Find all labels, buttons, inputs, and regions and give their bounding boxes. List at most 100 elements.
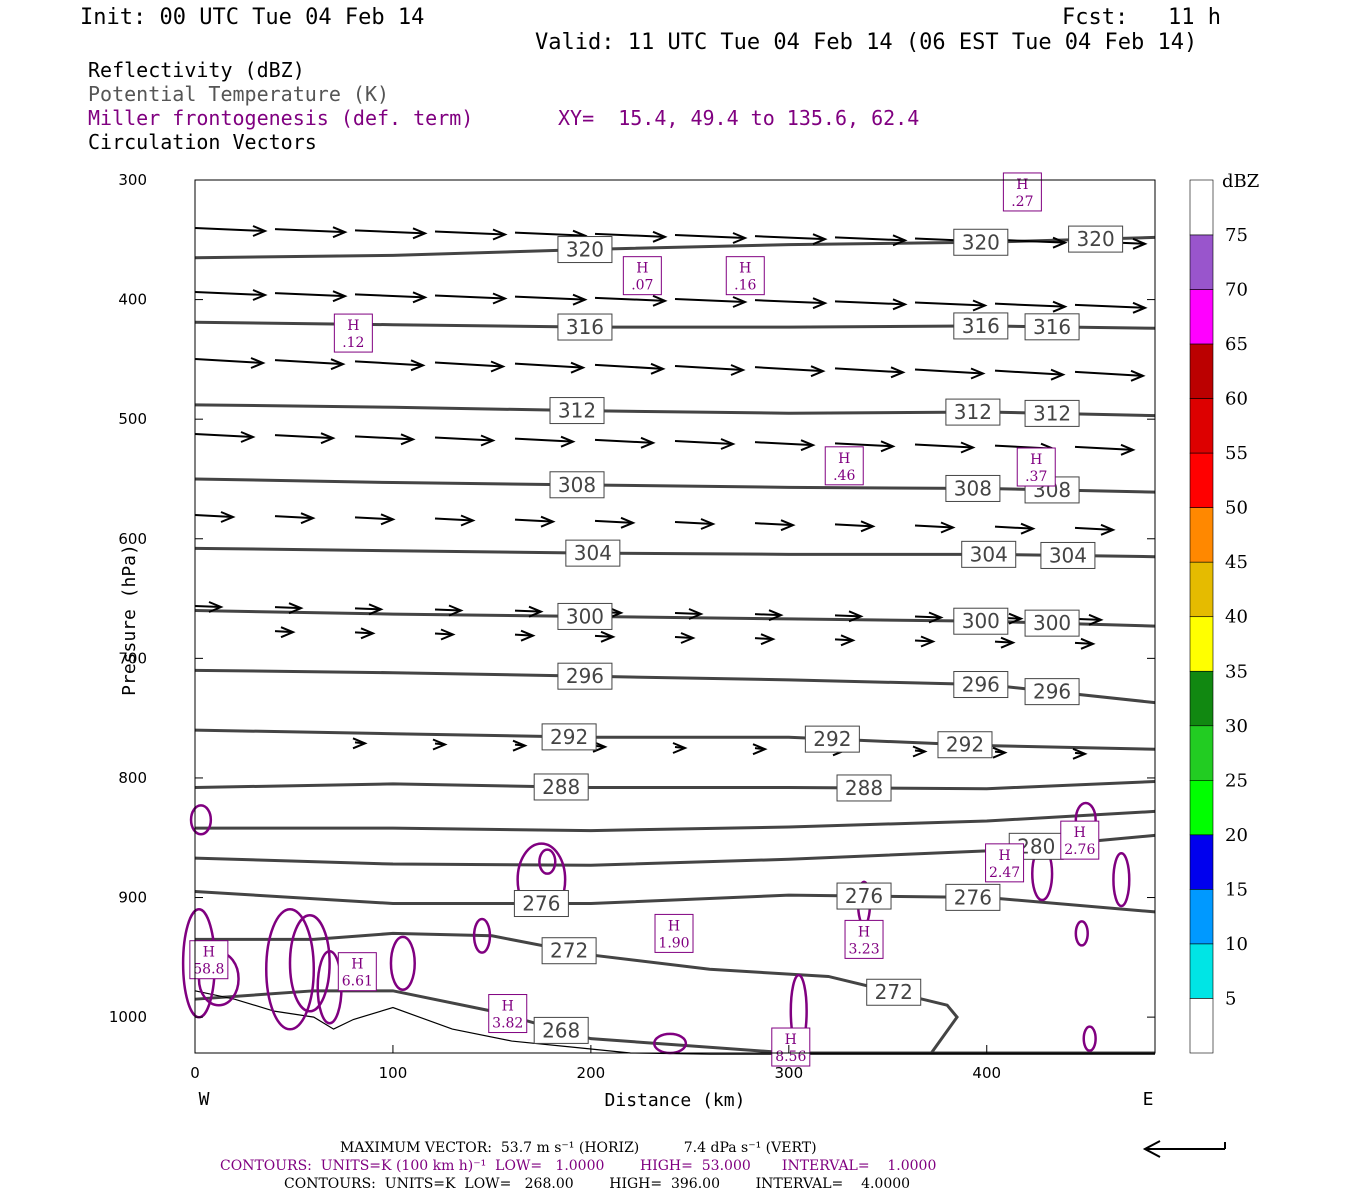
circulation-vector-42: [674, 440, 734, 445]
isentrope-272: [195, 931, 959, 1054]
valid-time: Valid: 11 UTC Tue 04 Feb 14 (06 EST Tue …: [535, 30, 1198, 55]
isentrope-label-box: [945, 398, 1001, 426]
isentrope-268: [194, 989, 1155, 1055]
circulation-vector-head-60: [208, 601, 224, 613]
circulation-vector-head-61: [288, 602, 304, 615]
isentrope-label-box: [557, 236, 613, 264]
circulation-vector-head-73: [360, 627, 376, 640]
circulation-vector-59: [1074, 526, 1114, 531]
circulation-vector-58: [994, 525, 1034, 530]
isentrope-label-text: 300: [962, 609, 1000, 633]
circulation-vector-head-0: [252, 225, 268, 237]
frontogenesis-contour-8: [538, 848, 557, 875]
circulation-vector-38: [354, 435, 414, 441]
frontogenesis-contour-16: [1074, 920, 1089, 947]
frontogenesis-max-box: [333, 313, 373, 353]
circulation-vector-61: [274, 606, 302, 610]
x-tick-label-200: 200: [577, 1064, 606, 1082]
circulation-vector-51: [434, 517, 474, 522]
circulation-vector-head-71: [1088, 613, 1104, 626]
isentrope-label-300-0: 300: [557, 602, 613, 630]
isentrope-label-text: 320: [962, 230, 1000, 254]
isentrope-label-292-1: 292: [804, 725, 860, 753]
isentrope-label-304-2: 304: [1040, 541, 1096, 569]
circulation-vector-head-81: [1000, 636, 1016, 649]
circulation-vector-35: [1074, 370, 1144, 377]
frontogenesis-max-4: H.16: [725, 256, 765, 296]
colorbar-swatch-6: [1189, 507, 1214, 563]
circulation-vector-head-34: [1050, 368, 1066, 381]
isentrope-label-288-1: 288: [836, 774, 892, 802]
frontogenesis-max-value: 58.8: [193, 962, 224, 978]
isentrope-label-text: 296: [1033, 680, 1071, 704]
circulation-vector-head-50: [380, 513, 396, 526]
isentrope-label-box: [557, 313, 613, 341]
circulation-vector-57: [914, 524, 954, 529]
isentrope-label-text: 316: [566, 315, 604, 339]
isentrope-label-text: 308: [558, 473, 596, 497]
y-tick-label-700: 700: [118, 649, 147, 667]
circulation-vector-head-86: [592, 740, 608, 753]
circulation-vector-head-65: [608, 606, 624, 619]
circulation-vector-48: [194, 514, 234, 518]
circulation-vector-head-51: [460, 514, 476, 527]
frontogenesis-max-value: 8.56: [775, 1049, 806, 1065]
isentrope-label-box: [953, 228, 1009, 256]
colorbar-swatch-2: [1189, 289, 1214, 345]
isentrope-label-268-0: 268: [533, 1016, 589, 1044]
colorbar-swatch-14: [1189, 943, 1214, 999]
frontogenesis-max-12: H.37: [1016, 447, 1056, 487]
forecast-hour: Fcst: 11 h: [1062, 5, 1221, 30]
isentrope-label-text: 296: [962, 673, 1000, 697]
frontogenesis-max-symbol: H: [1016, 177, 1028, 193]
circulation-vector-head-52: [540, 515, 556, 528]
isentrope-label-text: 316: [1033, 315, 1071, 339]
frontogenesis-max-value: .07: [631, 278, 653, 294]
max-vector-arrow-head: [1142, 1140, 1161, 1158]
isentrope-label-296-2: 296: [1024, 678, 1080, 706]
circulation-vector-head-87: [672, 742, 688, 754]
frontogenesis-contour-14: [1112, 851, 1131, 908]
circulation-vector-head-84: [432, 738, 448, 751]
isentrope-label-box: [533, 1016, 589, 1044]
circulation-vector-head-19: [812, 297, 828, 310]
frontogenesis-max-0: H58.8: [189, 940, 229, 980]
circulation-vector-39: [434, 436, 494, 442]
isentrope-label-box: [1024, 609, 1080, 637]
circulation-vector-4: [514, 231, 586, 237]
isentrope-label-text: 312: [954, 400, 992, 424]
colorbar-label-15: 15: [1225, 879, 1248, 900]
frontogenesis-max-value: .12: [342, 335, 364, 351]
isentrope-label-296-1: 296: [953, 671, 1009, 699]
legend-reflectivity: Reflectivity (dBZ): [88, 58, 305, 82]
colorbar-swatch-8: [1189, 616, 1214, 672]
circulation-vector-head-55: [780, 519, 796, 532]
circulation-vector-27: [434, 361, 504, 368]
circulation-vector-31: [754, 366, 824, 373]
circulation-vector-head-62: [368, 603, 384, 616]
footer-fronto-contours: CONTOURS: UNITS=K (100 km h)⁻¹ LOW= 1.00…: [220, 1158, 937, 1174]
frontogenesis-max-symbol: H: [998, 848, 1010, 864]
isentrope-label-box: [804, 725, 860, 753]
x-tick-label-0: 0: [190, 1064, 200, 1082]
circulation-vector-head-26: [410, 359, 426, 372]
circulation-vector-head-22: [1052, 300, 1068, 313]
isentrope-label-box: [533, 773, 589, 801]
isentrope-label-272-1: 272: [866, 978, 922, 1006]
isentrope-label-box: [1068, 225, 1124, 253]
frontogenesis-max-box: [844, 919, 884, 959]
circulation-vector-head-83: [352, 737, 368, 750]
circulation-vector-49: [274, 515, 314, 520]
circulation-vector-head-79: [840, 634, 856, 647]
colorbar-unit: dBZ: [1222, 171, 1259, 192]
isentrope-label-276-2: 276: [945, 883, 1001, 911]
circulation-vector-5: [594, 232, 666, 238]
circulation-vector-head-63: [448, 604, 464, 617]
isentrope-label-box: [836, 774, 892, 802]
frontogenesis-max-2: H3.82: [488, 994, 528, 1034]
y-tick-label-600: 600: [118, 530, 147, 548]
frontogenesis-max-1: H6.61: [337, 952, 377, 992]
circulation-vector-8: [834, 236, 906, 242]
isentrope-label-320-1: 320: [953, 228, 1009, 256]
